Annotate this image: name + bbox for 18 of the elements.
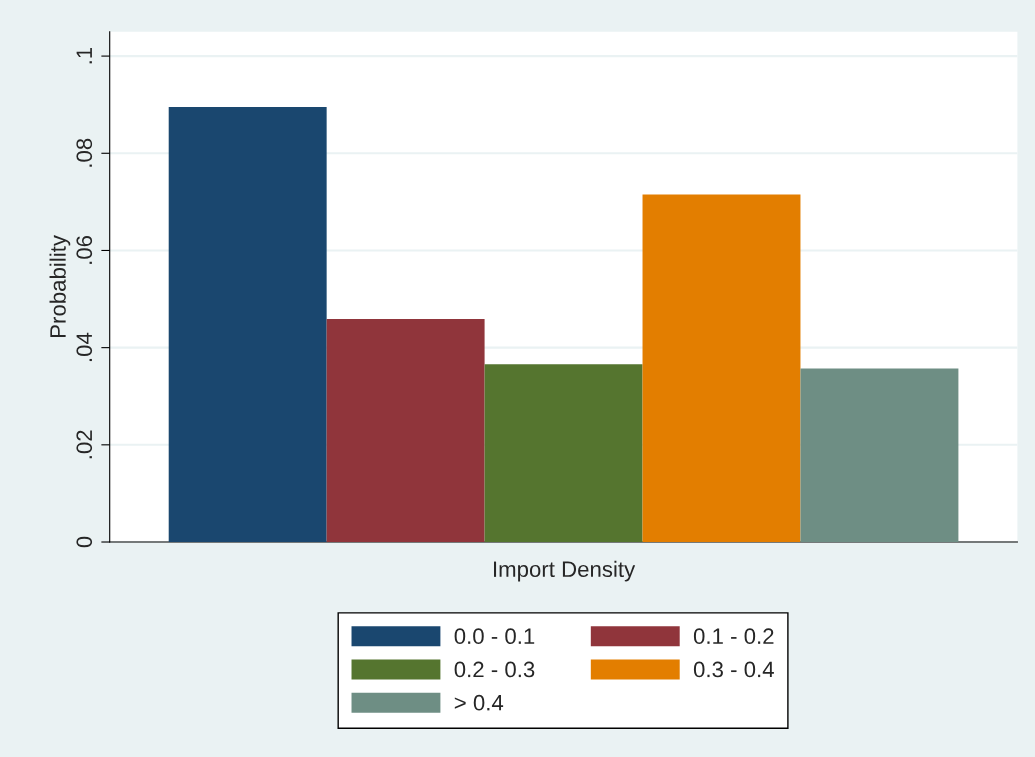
y-tick-label: .02 — [76, 430, 93, 459]
y-tick-label: .04 — [76, 332, 93, 362]
y-axis-title: Probability — [49, 235, 71, 337]
legend-label: 0.1 - 0.2 — [693, 628, 774, 645]
bar — [800, 368, 959, 543]
bar — [326, 318, 485, 543]
bar — [642, 194, 801, 543]
legend-label: > 0.4 — [454, 694, 504, 711]
legend-label: 0.2 - 0.3 — [454, 661, 535, 678]
y-tick-label: .06 — [76, 235, 93, 264]
bar — [168, 107, 327, 543]
legend-label: 0.0 - 0.1 — [454, 628, 535, 645]
bar — [484, 364, 643, 543]
y-tick-label: 0 — [76, 536, 93, 548]
y-tick-label: .1 — [76, 47, 92, 64]
x-axis-title: Import Density — [493, 560, 636, 582]
y-tick-label: .08 — [76, 138, 93, 167]
legend-label: 0.3 - 0.4 — [693, 661, 774, 678]
